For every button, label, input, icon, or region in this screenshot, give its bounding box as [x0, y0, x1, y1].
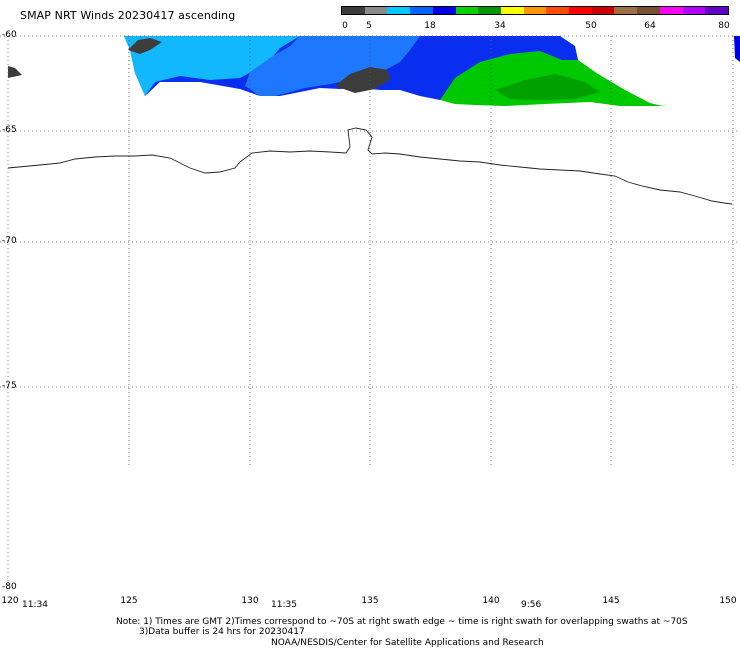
- lon-label-150: 150: [719, 596, 737, 606]
- colorbar-label: 80: [718, 21, 730, 31]
- note-line-3: NOAA/NESDIS/Center for Satellite Applica…: [271, 638, 544, 648]
- swath-calm-c: [8, 66, 22, 78]
- lon-label-135: 135: [361, 596, 379, 606]
- note-line-1: Note: 1) Times are GMT 2)Times correspon…: [116, 617, 688, 627]
- swath-calm-b: [335, 67, 390, 93]
- colorbar-swatch: [569, 7, 592, 14]
- map-title: SMAP NRT Winds 20230417 ascending: [20, 9, 236, 22]
- lon-label-130: 130: [241, 596, 259, 606]
- wind-swath: [8, 36, 740, 106]
- colorbar-swatch: [523, 7, 547, 14]
- graticule: [0, 35, 740, 465]
- colorbar-swatch: [500, 7, 524, 14]
- swath-wind-darkgreen: [495, 74, 600, 100]
- colorbar-label: 5: [366, 21, 372, 31]
- colorbar-swatch: [614, 7, 638, 14]
- colorbar: [341, 6, 729, 15]
- colorbar-swatch: [637, 7, 660, 14]
- colorbar-label: 18: [424, 21, 436, 31]
- colorbar-swatch: [410, 7, 433, 14]
- colorbar-swatch: [546, 7, 570, 14]
- colorbar-swatch: [432, 7, 456, 14]
- time-label-1: 11:34: [22, 600, 48, 610]
- lat-label-70: -70: [2, 236, 17, 246]
- colorbar-swatch: [342, 7, 365, 14]
- lon-label-145: 145: [602, 596, 620, 606]
- lon-label-120: 120: [1, 596, 19, 606]
- lon-label-125: 125: [120, 596, 138, 606]
- swath-wind-light: [124, 36, 300, 96]
- time-label-2: 11:35: [271, 600, 297, 610]
- colorbar-swatch: [591, 7, 615, 14]
- lat-label-65: -65: [2, 125, 17, 135]
- colorbar-label: 34: [494, 21, 506, 31]
- colorbar-swatch: [682, 7, 706, 14]
- colorbar-swatch: [705, 7, 728, 14]
- colorbar-swatch: [659, 7, 683, 14]
- colorbar-swatch: [455, 7, 479, 14]
- colorbar-swatch: [478, 7, 501, 14]
- swath-edge-right: [734, 36, 740, 62]
- note-line-2: 3)Data buffer is 24 hrs for 20230417: [139, 627, 305, 637]
- lat-label-75: -75: [2, 381, 17, 391]
- swath-wind-light-2: [245, 36, 420, 96]
- colorbar-label: 0: [342, 21, 348, 31]
- lat-label-80: -80: [2, 582, 17, 592]
- colorbar-swatch: [387, 7, 411, 14]
- colorbar-label: 50: [585, 21, 597, 31]
- colorbar-label: 64: [644, 21, 656, 31]
- lon-label-140: 140: [482, 596, 500, 606]
- swath-calm-a: [128, 38, 162, 54]
- antarctic-coastline: [7, 127, 733, 205]
- time-label-3: 9:56: [521, 600, 542, 610]
- colorbar-swatch: [364, 7, 388, 14]
- lat-label-60: -60: [2, 30, 17, 40]
